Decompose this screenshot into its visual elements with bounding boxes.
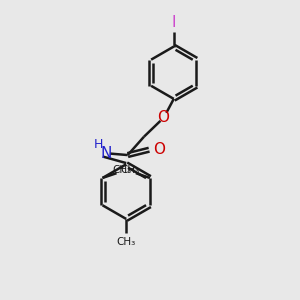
Text: N: N: [100, 146, 112, 161]
Text: CH₃: CH₃: [113, 165, 132, 175]
Text: O: O: [153, 142, 165, 157]
Text: CH₃: CH₃: [117, 237, 136, 247]
Text: H: H: [94, 138, 104, 151]
Text: CH₃: CH₃: [120, 165, 140, 175]
Text: O: O: [158, 110, 169, 125]
Text: I: I: [172, 15, 176, 30]
